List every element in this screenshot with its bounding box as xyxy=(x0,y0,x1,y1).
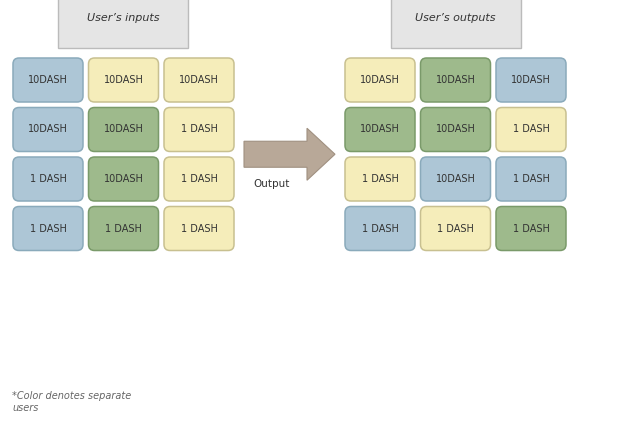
FancyBboxPatch shape xyxy=(13,58,83,102)
FancyBboxPatch shape xyxy=(164,58,234,102)
FancyBboxPatch shape xyxy=(164,157,234,201)
Text: 10DASH: 10DASH xyxy=(435,174,476,184)
FancyBboxPatch shape xyxy=(390,0,521,48)
FancyBboxPatch shape xyxy=(421,108,490,151)
FancyBboxPatch shape xyxy=(496,58,566,102)
Text: 1 DASH: 1 DASH xyxy=(361,174,399,184)
FancyBboxPatch shape xyxy=(345,206,415,251)
Text: 1 DASH: 1 DASH xyxy=(180,174,218,184)
FancyBboxPatch shape xyxy=(496,157,566,201)
FancyBboxPatch shape xyxy=(13,108,83,151)
FancyBboxPatch shape xyxy=(89,108,159,151)
FancyBboxPatch shape xyxy=(496,108,566,151)
FancyBboxPatch shape xyxy=(58,0,189,48)
Text: 1 DASH: 1 DASH xyxy=(437,224,474,233)
FancyBboxPatch shape xyxy=(89,157,159,201)
Text: 1 DASH: 1 DASH xyxy=(30,224,66,233)
FancyBboxPatch shape xyxy=(496,206,566,251)
FancyBboxPatch shape xyxy=(13,157,83,201)
Text: 1 DASH: 1 DASH xyxy=(30,174,66,184)
Text: 10DASH: 10DASH xyxy=(435,75,476,85)
FancyBboxPatch shape xyxy=(89,206,159,251)
Text: 10DASH: 10DASH xyxy=(103,125,143,135)
Text: 1 DASH: 1 DASH xyxy=(105,224,142,233)
Text: Output: Output xyxy=(254,179,290,189)
Text: 1 DASH: 1 DASH xyxy=(180,125,218,135)
Text: User’s inputs: User’s inputs xyxy=(87,13,160,23)
Text: 1 DASH: 1 DASH xyxy=(512,125,550,135)
Text: 1 DASH: 1 DASH xyxy=(512,174,550,184)
FancyBboxPatch shape xyxy=(164,206,234,251)
Text: 10DASH: 10DASH xyxy=(511,75,551,85)
Text: *Color denotes separate
users: *Color denotes separate users xyxy=(12,391,131,413)
Text: 1 DASH: 1 DASH xyxy=(512,224,550,233)
Text: 10DASH: 10DASH xyxy=(28,75,68,85)
FancyBboxPatch shape xyxy=(345,157,415,201)
Text: 10DASH: 10DASH xyxy=(360,75,400,85)
Text: 10DASH: 10DASH xyxy=(103,75,143,85)
Text: User’s outputs: User’s outputs xyxy=(415,13,496,23)
FancyBboxPatch shape xyxy=(13,206,83,251)
Text: 1 DASH: 1 DASH xyxy=(361,224,399,233)
FancyBboxPatch shape xyxy=(89,58,159,102)
Text: 10DASH: 10DASH xyxy=(360,125,400,135)
Text: 10DASH: 10DASH xyxy=(179,75,219,85)
Polygon shape xyxy=(244,128,335,180)
Text: 10DASH: 10DASH xyxy=(103,174,143,184)
FancyBboxPatch shape xyxy=(421,157,490,201)
Text: 10DASH: 10DASH xyxy=(435,125,476,135)
FancyBboxPatch shape xyxy=(345,58,415,102)
FancyBboxPatch shape xyxy=(345,108,415,151)
Text: 1 DASH: 1 DASH xyxy=(180,224,218,233)
FancyBboxPatch shape xyxy=(421,58,490,102)
FancyBboxPatch shape xyxy=(164,108,234,151)
Text: 10DASH: 10DASH xyxy=(28,125,68,135)
FancyBboxPatch shape xyxy=(421,206,490,251)
